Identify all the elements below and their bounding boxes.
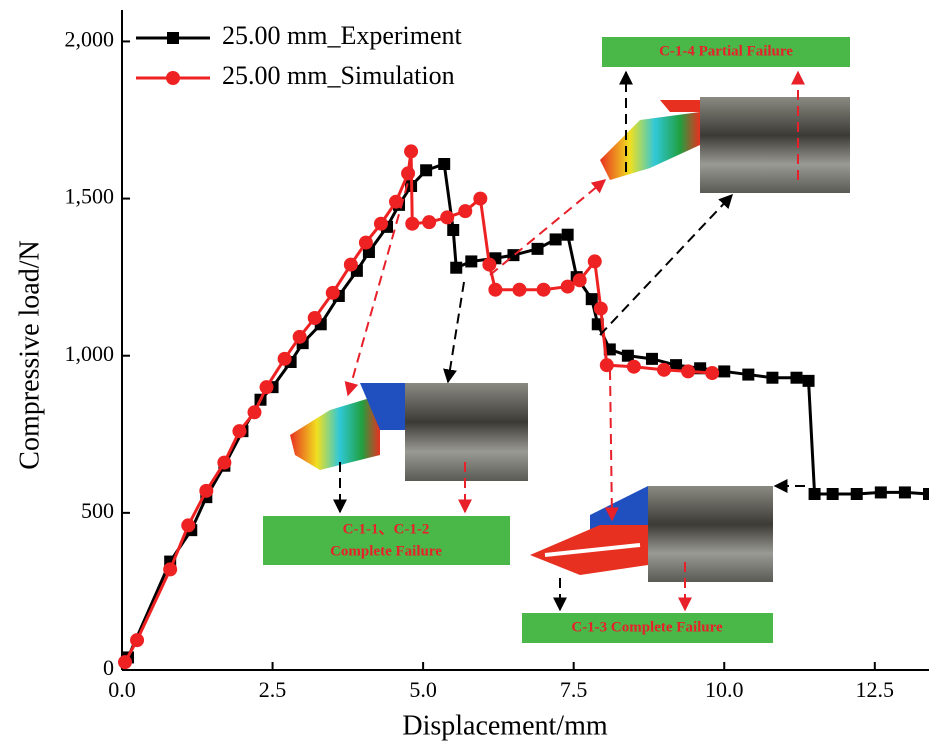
x-axis-title: Displacement/mm [402, 710, 608, 741]
marker [766, 372, 778, 384]
legend-label: 25.00 mm_Simulation [222, 61, 455, 90]
marker [458, 204, 472, 218]
marker [167, 32, 179, 44]
marker [405, 217, 419, 231]
marker [247, 405, 261, 419]
marker [450, 262, 462, 274]
marker [532, 243, 544, 255]
marker [561, 280, 575, 294]
marker [130, 633, 144, 647]
marker [827, 488, 839, 500]
marker [875, 486, 887, 498]
marker [118, 655, 132, 669]
photo [700, 97, 850, 193]
marker [420, 164, 432, 176]
marker [181, 518, 195, 532]
marker [199, 484, 213, 498]
marker [573, 273, 587, 287]
marker [482, 258, 496, 272]
marker [293, 330, 307, 344]
marker [600, 358, 614, 372]
y-tick-label: 2,000 [65, 26, 115, 51]
marker [278, 352, 292, 366]
marker [260, 380, 274, 394]
marker [512, 283, 526, 297]
marker [308, 311, 322, 325]
marker [473, 192, 487, 206]
arrow [610, 370, 612, 520]
marker [447, 224, 459, 236]
arrow [490, 180, 605, 275]
marker [537, 283, 551, 297]
annotation: C-1-1、C-1-2 [343, 521, 430, 537]
marker [622, 350, 634, 362]
marker [588, 254, 602, 268]
arrow [348, 168, 412, 395]
marker [440, 210, 454, 224]
y-tick-label: 1,500 [65, 184, 115, 209]
marker [550, 233, 562, 245]
marker [657, 363, 671, 377]
marker [166, 71, 180, 85]
marker [465, 255, 477, 267]
annotation: C-1-4 Partial Failure [659, 43, 793, 59]
marker [586, 293, 598, 305]
photo [648, 486, 773, 582]
marker [344, 258, 358, 272]
y-tick-label: 1,000 [65, 341, 115, 366]
marker [163, 562, 177, 576]
x-tick-label: 5.0 [409, 677, 437, 702]
y-axis-title: Compressive load/N [14, 240, 45, 469]
marker [422, 215, 436, 229]
marker [791, 372, 803, 384]
insets [290, 97, 850, 582]
marker [404, 144, 418, 158]
marker [374, 217, 388, 231]
photo [405, 383, 528, 481]
marker [401, 166, 415, 180]
x-tick-label: 2.5 [259, 677, 287, 702]
marker [232, 424, 246, 438]
y-tick-label: 0 [103, 655, 114, 680]
marker [326, 286, 340, 300]
marker [718, 365, 730, 377]
marker [217, 456, 231, 470]
arrow [600, 195, 732, 335]
marker [594, 302, 608, 316]
legend: 25.00 mm_Experiment 25.00 mm_Simulation [136, 21, 463, 90]
marker [899, 486, 911, 498]
x-tick-label: 7.5 [560, 677, 588, 702]
marker [809, 488, 821, 500]
marker [359, 236, 373, 250]
marker [681, 364, 695, 378]
x-tick-label: 10.0 [705, 677, 744, 702]
marker [851, 488, 863, 500]
marker [562, 229, 574, 241]
fem-model [290, 395, 380, 470]
fem-model [600, 112, 700, 180]
marker [438, 158, 450, 170]
annotation: C-1-3 Complete Failure [571, 619, 723, 635]
marker [646, 353, 658, 365]
marker [627, 360, 641, 374]
annotation: Complete Failure [330, 543, 442, 559]
marker [803, 375, 815, 387]
legend-label: 25.00 mm_Experiment [222, 21, 463, 50]
marker [705, 366, 719, 380]
fem-model [660, 100, 700, 112]
marker [488, 283, 502, 297]
x-tick-label: 0.0 [108, 677, 136, 702]
arrow [448, 282, 464, 382]
marker [742, 369, 754, 381]
marker [923, 488, 929, 500]
y-tick-label: 500 [81, 498, 114, 523]
x-tick-label: 12.5 [856, 677, 895, 702]
